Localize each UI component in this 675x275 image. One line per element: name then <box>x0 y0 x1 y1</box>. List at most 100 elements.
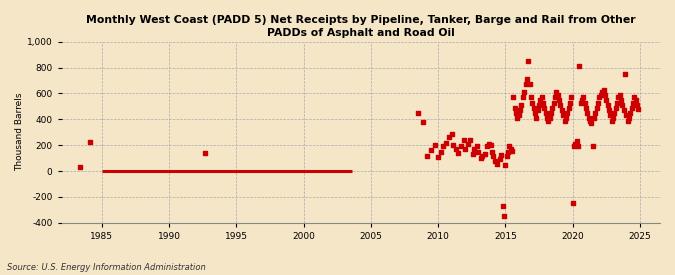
Point <box>532 108 543 112</box>
Point <box>559 119 570 123</box>
Point <box>460 147 470 151</box>
Point <box>422 153 433 158</box>
Point <box>540 111 551 115</box>
Point <box>591 106 602 110</box>
Point <box>545 111 556 115</box>
Point <box>520 82 531 87</box>
Point <box>446 131 457 136</box>
Point <box>575 100 586 105</box>
Point <box>539 106 549 110</box>
Point <box>595 93 606 97</box>
Point <box>632 103 643 107</box>
Point <box>506 147 516 151</box>
Point <box>601 98 612 102</box>
Point <box>426 148 437 153</box>
Point <box>488 154 499 158</box>
Point <box>628 100 639 105</box>
Point <box>533 103 544 107</box>
Point <box>456 144 466 149</box>
Point <box>610 106 621 110</box>
Point <box>612 100 622 105</box>
Point <box>626 106 637 110</box>
Point <box>598 87 609 92</box>
Point <box>594 95 605 100</box>
Point <box>518 95 529 100</box>
Point <box>462 142 473 146</box>
Point <box>476 156 487 160</box>
Point <box>468 152 479 156</box>
Point <box>547 106 558 110</box>
Point <box>458 138 469 142</box>
Point <box>504 144 515 149</box>
Point <box>84 139 95 144</box>
Point <box>529 111 540 115</box>
Point <box>485 143 496 147</box>
Point <box>590 111 601 115</box>
Point <box>516 103 527 107</box>
Point <box>499 214 510 218</box>
Point <box>568 144 579 149</box>
Point <box>583 116 594 120</box>
Point <box>497 204 508 208</box>
Point <box>589 116 599 120</box>
Point <box>531 116 541 120</box>
Point <box>480 152 491 156</box>
Point <box>578 95 589 100</box>
Point <box>200 150 211 155</box>
Point <box>597 90 608 94</box>
Point <box>523 59 534 63</box>
Point <box>563 106 574 110</box>
Point <box>435 149 446 154</box>
Point <box>443 135 454 140</box>
Point <box>495 156 506 161</box>
Point <box>613 95 624 100</box>
Point <box>484 142 495 146</box>
Point <box>617 103 628 107</box>
Point <box>629 95 640 100</box>
Point <box>515 108 526 112</box>
Point <box>608 116 618 120</box>
Point <box>622 119 633 123</box>
Point <box>465 138 476 142</box>
Point <box>502 154 512 158</box>
Point <box>536 95 547 100</box>
Point <box>500 163 511 167</box>
Point <box>511 111 522 115</box>
Point <box>571 139 582 144</box>
Point <box>606 119 617 123</box>
Point <box>548 100 559 105</box>
Point <box>441 140 452 145</box>
Point <box>609 111 620 115</box>
Point <box>541 116 552 120</box>
Point <box>574 64 585 68</box>
Point <box>481 144 492 149</box>
Point <box>616 98 626 102</box>
Point <box>448 143 458 147</box>
Title: Monthly West Coast (PADD 5) Net Receipts by Pipeline, Tanker, Barge and Rail fro: Monthly West Coast (PADD 5) Net Receipts… <box>86 15 636 38</box>
Point <box>489 159 500 164</box>
Point <box>477 154 488 158</box>
Point <box>633 107 644 111</box>
Point <box>469 147 480 151</box>
Point <box>555 103 566 107</box>
Point <box>537 100 548 105</box>
Point <box>544 116 555 120</box>
Point <box>535 98 545 102</box>
Point <box>507 149 518 153</box>
Point <box>543 119 554 123</box>
Text: Source: U.S. Energy Information Administration: Source: U.S. Energy Information Administ… <box>7 263 205 272</box>
Point <box>630 98 641 102</box>
Point <box>519 90 530 94</box>
Point <box>602 103 613 107</box>
Point <box>503 149 514 154</box>
Point <box>549 95 560 100</box>
Point <box>605 113 616 118</box>
Point <box>433 155 443 159</box>
Point <box>560 116 571 120</box>
Point <box>572 144 583 149</box>
Point <box>625 111 636 115</box>
Point <box>522 77 533 81</box>
Point <box>514 113 524 118</box>
Point <box>620 72 630 76</box>
Point <box>526 95 537 100</box>
